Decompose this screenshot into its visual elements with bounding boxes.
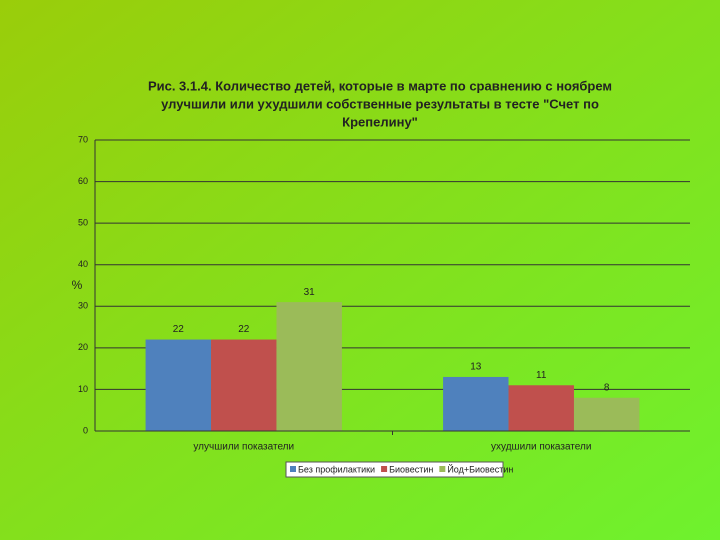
- data-label: 31: [304, 287, 316, 298]
- x-tick-label: ухудшили показатели: [491, 442, 591, 453]
- chart-title: улучшили или ухудшили собственные резуль…: [161, 96, 599, 111]
- legend-label: Без профилактики: [298, 464, 375, 474]
- bar: [443, 376, 509, 431]
- x-tick-label: улучшили показатели: [193, 442, 294, 453]
- legend-box: [285, 461, 504, 478]
- bar: [508, 385, 574, 431]
- y-tick-label: 10: [78, 384, 88, 394]
- data-label: 8: [604, 382, 610, 393]
- bar: [573, 397, 640, 431]
- y-tick-label: 70: [78, 134, 88, 144]
- y-tick-label: 0: [83, 425, 88, 435]
- data-label: 11: [536, 370, 547, 381]
- data-label: 22: [173, 324, 185, 335]
- y-tick-label: 60: [78, 176, 88, 186]
- y-tick-label: 40: [78, 259, 88, 269]
- chart-title: Крепелину": [342, 114, 418, 129]
- y-axis-label: %: [72, 278, 83, 292]
- legend-swatch: [439, 466, 446, 472]
- legend-swatch: [290, 466, 296, 472]
- chart-title: Рис. 3.1.4. Количество детей, которые в …: [148, 78, 612, 93]
- data-label: 22: [238, 324, 250, 335]
- data-label: 13: [470, 362, 482, 373]
- y-tick-label: 20: [78, 342, 88, 352]
- y-tick-label: 50: [78, 218, 88, 228]
- bar: [211, 339, 277, 431]
- bar: [276, 302, 342, 431]
- bar: [145, 339, 212, 431]
- legend-label: Йод+Биовестин: [447, 463, 513, 474]
- legend-label: Биовестин: [389, 464, 433, 474]
- y-tick-label: 30: [78, 301, 88, 311]
- legend-swatch: [381, 466, 388, 472]
